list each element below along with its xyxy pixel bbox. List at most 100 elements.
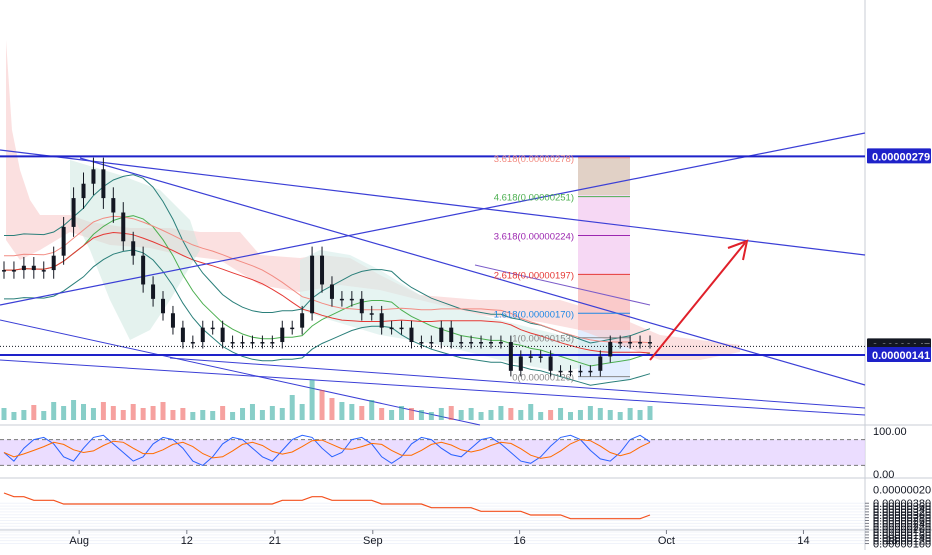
price-tick-label: 0.00000240 (873, 518, 931, 530)
fib-level-label: 4.618(0.00000251) (494, 193, 574, 204)
volume-bar (339, 402, 345, 420)
candle-body (588, 370, 593, 373)
candle-body (101, 169, 106, 199)
time-tick-label: 21 (269, 535, 281, 547)
candle-body (568, 370, 573, 373)
candle-body (71, 198, 76, 227)
volume-bars (1, 380, 653, 420)
volume-bar (110, 406, 116, 420)
volume-bar (61, 406, 67, 420)
candle-body (389, 327, 394, 330)
candle-body (31, 265, 36, 271)
candle-body (508, 342, 513, 371)
candle-body (230, 342, 235, 344)
cloud-edge (4, 215, 651, 344)
candle-body (11, 270, 16, 272)
arrow-head[interactable] (727, 239, 749, 261)
projection-arrow[interactable] (649, 239, 749, 361)
fib-level-label: 0(0.00000126) (512, 373, 574, 384)
band-lower (4, 249, 651, 386)
arrow-shaft[interactable] (649, 242, 746, 361)
volume-bar (240, 408, 246, 420)
candle-body (290, 327, 295, 330)
trendline-lower-3[interactable] (0, 359, 866, 416)
candle-body (2, 270, 6, 272)
volume-bar (538, 412, 544, 420)
candle-body (349, 298, 354, 301)
stochastic-pane (0, 434, 865, 466)
candle-body (161, 298, 166, 314)
candle-body (111, 198, 116, 213)
horizontal-levels[interactable] (0, 155, 865, 356)
trendline-purple-short[interactable] (474, 264, 651, 306)
candle-body (41, 270, 46, 272)
volume-bar (607, 410, 613, 420)
candle-body (61, 226, 66, 256)
candle-body (300, 313, 305, 328)
volume-bar (130, 404, 136, 420)
trendline-upper-descending[interactable] (0, 149, 866, 256)
volume-bar (100, 402, 106, 420)
volume-bar (170, 410, 176, 420)
candle-body (250, 342, 255, 344)
volume-bar (389, 410, 395, 420)
candle-body (240, 342, 245, 344)
volume-bar (528, 404, 534, 420)
time-tick-label: 12 (181, 535, 193, 547)
candle-body (459, 342, 464, 344)
price-tick-label: 0.00000360 (873, 501, 931, 513)
candle-body (369, 313, 374, 315)
time-tick-label: 14 (797, 535, 809, 547)
price-tick-label: 0.00000280 (873, 513, 931, 525)
indicator-lines (4, 174, 651, 386)
fib-labels: 3.618(0.00000278) 4.618(0.00000251) 3.618(… (494, 154, 630, 384)
price-badge-label: 0.00000141 (872, 350, 930, 362)
candle-body (429, 342, 434, 344)
price-badge-label: 0.00000279 (872, 151, 930, 163)
price-tick-label: 0.00000100 (873, 539, 931, 550)
price-tick-label: 0.00000120 (873, 536, 931, 548)
price-tick-label: 0.00000320 (873, 507, 931, 519)
fib-level-label: 1(0.00000153) (512, 334, 574, 345)
volume-bar (180, 408, 186, 420)
candle-body (51, 255, 56, 271)
volume-bar (140, 408, 146, 420)
volume-bar (468, 408, 474, 420)
trendline-descending-steep[interactable] (79, 157, 866, 386)
stochastic-axis: 100.00 0.00 (873, 426, 907, 481)
candle-body (121, 212, 126, 242)
volume-bar (617, 412, 623, 420)
stoch-band (0, 439, 865, 466)
price-axis[interactable]: 0.000001000.000001200.000001400.00000160… (865, 498, 931, 551)
volume-bar (150, 406, 156, 420)
trendline-lower-2[interactable] (169, 357, 866, 409)
candle-body (180, 327, 185, 343)
candle-body (488, 342, 493, 344)
price-tick-label: 0.00000180 (873, 527, 931, 539)
candle-body (339, 298, 344, 301)
candle-body (528, 356, 533, 358)
time-tick-label: 16 (513, 535, 525, 547)
osc-tick-label: 0.00000020 (873, 484, 931, 496)
fib-level-label: 3.618(0.00000224) (494, 232, 574, 243)
volume-bar (41, 411, 47, 420)
fib-level-label: 2.618(0.00000197) (494, 270, 574, 281)
price-tick-label: 0.00000140 (873, 533, 931, 545)
volume-bar (379, 408, 385, 420)
volume-bar (498, 406, 504, 420)
time-axis[interactable]: Aug1221Sep16Oct1423Nov (69, 530, 932, 547)
candle-body (419, 342, 424, 344)
volume-bar (71, 400, 77, 420)
candle-body (200, 327, 205, 343)
volume-bar (329, 398, 335, 420)
stoch-tick-label: 0.00 (873, 469, 894, 481)
volume-bar (269, 406, 275, 420)
volume-bar (81, 404, 87, 420)
price-tick-label: 0.00000380 (873, 498, 931, 510)
candle-body (518, 356, 523, 371)
fib-level-label: 3.618(0.00000278) (494, 154, 574, 165)
candles (2, 157, 652, 377)
volume-bar (299, 404, 305, 420)
